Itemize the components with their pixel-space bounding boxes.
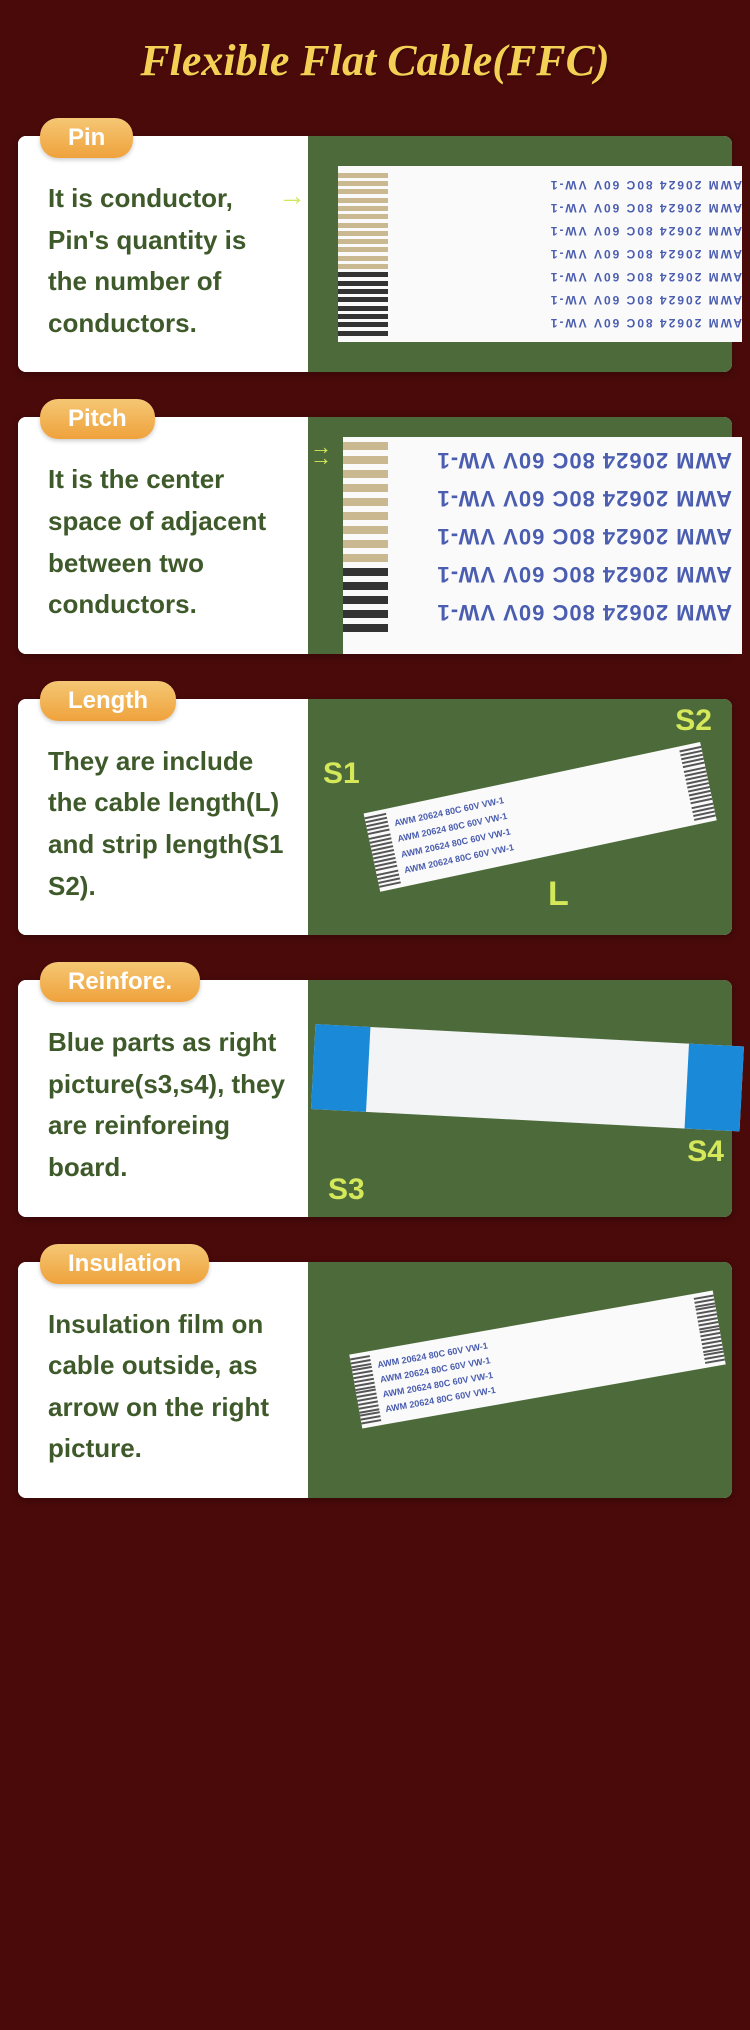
reinforce-right (685, 1044, 744, 1132)
cable-markings: AWM 20624 80C 60V VW-1 AWM 20624 80C 60V… (376, 1302, 698, 1415)
conductors (343, 442, 388, 653)
text-pin: It is conductor, Pin's quantity is the n… (18, 136, 308, 372)
arrow-icon: →→ (310, 441, 332, 463)
visual-insulation: AWM 20624 80C 60V VW-1 AWM 20624 80C 60V… (308, 1262, 732, 1498)
cable-graphic: AWM 20624 80C 60V VW-1 AWM 20624 80C 60V… (364, 742, 717, 892)
visual-pin: → AWM 20624 80C 60V VW-1 AWM 20624 80C 6… (308, 136, 732, 372)
cable-markings: AWM 20624 80C 60V VW-1 AWM 20624 80C 60V… (393, 755, 688, 877)
cable-wrap (311, 1024, 734, 1131)
section-pitch: Pitch It is the center space of adjacent… (18, 417, 732, 653)
cable-graphic: AWM 20624 80C 60V VW-1 AWM 20624 80C 60V… (349, 1290, 725, 1428)
cable-markings: AWM 20624 80C 60V VW-1 AWM 20624 80C 60V… (408, 166, 742, 342)
reinforce-left (311, 1024, 370, 1112)
cable-graphic: AWM 20624 80C 60V VW-1 AWM 20624 80C 60V… (338, 166, 742, 342)
text-reinfore: Blue parts as right picture(s3,s4), they… (18, 980, 308, 1216)
section-insulation: Insulation Insulation film on cable outs… (18, 1262, 732, 1498)
text-length: They are include the cable length(L) and… (18, 699, 308, 935)
label-s4: S4 (687, 1135, 724, 1169)
text-insulation: Insulation film on cable outside, as arr… (18, 1262, 308, 1498)
cable-wrap: AWM 20624 80C 60V VW-1 AWM 20624 80C 60V… (336, 703, 725, 932)
section-reinfore: Reinfore. Blue parts as right picture(s3… (18, 980, 732, 1216)
cable-markings: AWM 20624 80C 60V VW-1 AWM 20624 80C 60V… (403, 447, 742, 653)
visual-length: S1 S2 L AWM 20624 80C 60V VW-1 AWM 20624… (308, 699, 732, 935)
text-pitch: It is the center space of adjacent betwe… (18, 417, 308, 653)
badge-reinfore: Reinfore. (40, 962, 200, 1002)
page-title: Flexible Flat Cable(FFC) (0, 0, 750, 111)
cable-graphic: AWM 20624 80C 60V VW-1 AWM 20624 80C 60V… (343, 437, 742, 653)
section-pin: Pin It is conductor, Pin's quantity is t… (18, 136, 732, 372)
arrow-icon: → (278, 180, 306, 212)
visual-reinfore: S3 S4 (308, 980, 732, 1216)
visual-pitch: →→ AWM 20624 80C 60V VW-1 AWM 20624 80C … (308, 417, 732, 653)
badge-pitch: Pitch (40, 399, 155, 439)
section-length: Length They are include the cable length… (18, 699, 732, 935)
badge-length: Length (40, 681, 176, 721)
cable-wrap: AWM 20624 80C 60V VW-1 AWM 20624 80C 60V… (349, 1290, 725, 1428)
cable-graphic (311, 1024, 744, 1131)
badge-pin: Pin (40, 118, 133, 158)
conductors (338, 171, 388, 337)
label-s3: S3 (328, 1173, 365, 1207)
badge-insulation: Insulation (40, 1244, 209, 1284)
